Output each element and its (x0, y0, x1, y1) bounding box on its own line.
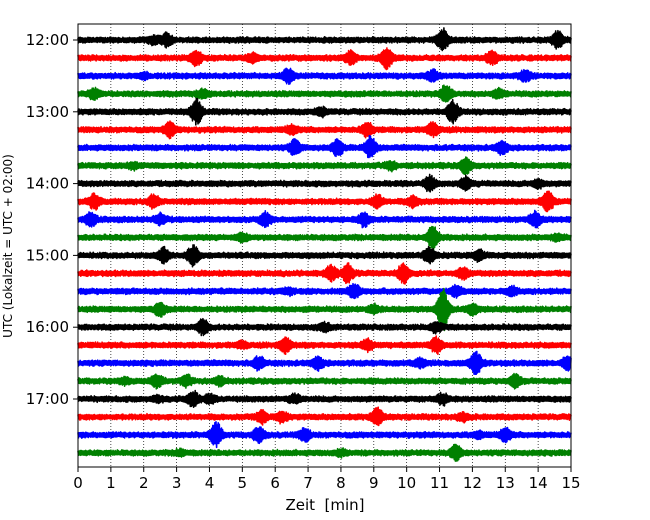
y-tick-label: 15:00 (26, 246, 69, 264)
trace-1645 (77, 372, 572, 390)
x-tick-label: 5 (238, 474, 248, 492)
y-axis-ticks: 12:00 13:00 14:00 15:00 16:00 17:00 (26, 31, 78, 408)
x-tick-label: 3 (172, 474, 182, 492)
y-tick-label: 12:00 (26, 31, 69, 49)
x-tick-label: 15 (561, 474, 580, 492)
x-tick-label: 13 (496, 474, 515, 492)
trace-1415 (77, 190, 572, 213)
x-tick-label: 11 (430, 474, 449, 492)
trace-1315 (77, 120, 572, 140)
trace-1615 (77, 335, 572, 356)
trace-1500 (77, 244, 572, 268)
plot-area-frame (77, 23, 572, 468)
trace-1430 (77, 209, 572, 229)
trace-1200 (77, 27, 572, 52)
x-tick-label: 1 (106, 474, 116, 492)
x-axis-label: Zeit [min] (285, 496, 364, 514)
seismogram-traces (77, 27, 572, 462)
trace-1230 (77, 67, 572, 85)
trace-1400 (77, 173, 572, 193)
x-tick-label: 14 (529, 474, 548, 492)
y-tick-label: 17:00 (26, 390, 69, 408)
x-tick-label: 10 (397, 474, 416, 492)
trace-1530 (77, 282, 572, 300)
x-tick-label: 8 (336, 474, 346, 492)
trace-1730 (77, 420, 572, 449)
x-tick-label: 0 (73, 474, 83, 492)
x-tick-label: 7 (303, 474, 313, 492)
trace-1515 (77, 262, 572, 285)
x-tick-label: 12 (463, 474, 482, 492)
x-axis-ticks: 0 1 2 3 4 5 6 7 8 9 10 11 12 13 14 15 (73, 467, 581, 492)
x-tick-label: 2 (139, 474, 149, 492)
trace-1445 (77, 225, 572, 252)
y-axis-label: UTC (Lokalzeit = UTC + 02:00) (1, 154, 15, 338)
y-tick-label: 14:00 (26, 175, 69, 193)
x-tick-label: 9 (369, 474, 379, 492)
trace-1300 (77, 97, 572, 126)
trace-1215 (77, 47, 572, 71)
trace-1700 (77, 389, 572, 409)
y-tick-label: 16:00 (26, 318, 69, 336)
grid-lines (110, 24, 539, 467)
x-tick-label: 6 (270, 474, 280, 492)
x-tick-label: 4 (205, 474, 215, 492)
trace-1330 (77, 134, 572, 159)
trace-1745 (77, 443, 572, 462)
trace-1600 (77, 317, 572, 337)
trace-1545 (77, 287, 572, 332)
y-tick-label: 13:00 (26, 103, 69, 121)
trace-1245 (77, 84, 572, 103)
trace-1345 (77, 156, 572, 176)
trace-1715 (77, 406, 572, 427)
trace-1630 (77, 350, 572, 376)
